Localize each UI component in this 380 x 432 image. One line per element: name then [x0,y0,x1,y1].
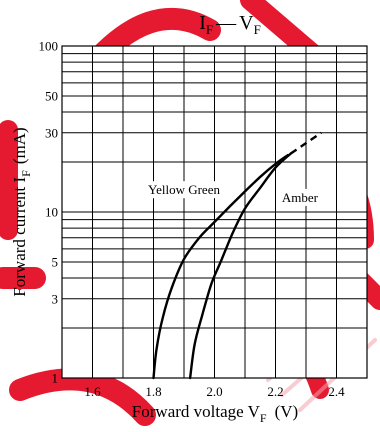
plot-frame [61,45,368,379]
x-tick-label: 1.6 [84,384,101,399]
series-extension-amber [290,131,322,155]
series-line-yellow-green [152,154,289,380]
series-label-bg-yellow-green [145,181,224,199]
x-tick-label: 2.0 [206,384,222,399]
x-axis-label: Forward voltage VF (V) [132,402,298,425]
y-axis-label: Forward current IF(mA) [10,127,33,296]
series-label-bg-amber [278,188,322,206]
y-tick-label: 10 [45,205,58,220]
grid [61,45,368,379]
series-labels: Yellow Green Amber [145,181,322,206]
y-tick-label: 50 [45,88,58,103]
curves [152,131,322,380]
x-tick-label: 2.2 [267,384,283,399]
plot-area [61,45,368,380]
series-label-yellow-green: Yellow Green [148,182,220,197]
x-tick-label: 1.8 [145,384,161,399]
y-tick-label: 100 [39,39,59,54]
x-tick-label: 2.4 [328,384,345,399]
y-tick-label: 3 [52,291,59,306]
y-tick-label: 30 [45,125,58,140]
chart-title: IF — VF [199,12,261,37]
y-tick-label: 1 [52,371,59,386]
series-line-amber [188,152,292,380]
series-label-amber: Amber [282,190,319,205]
y-tick-label: 5 [52,254,59,269]
tick-labels: 1 3 5 10 30 50 100 1.6 1.8 2.0 2.2 2.4 [39,39,346,400]
